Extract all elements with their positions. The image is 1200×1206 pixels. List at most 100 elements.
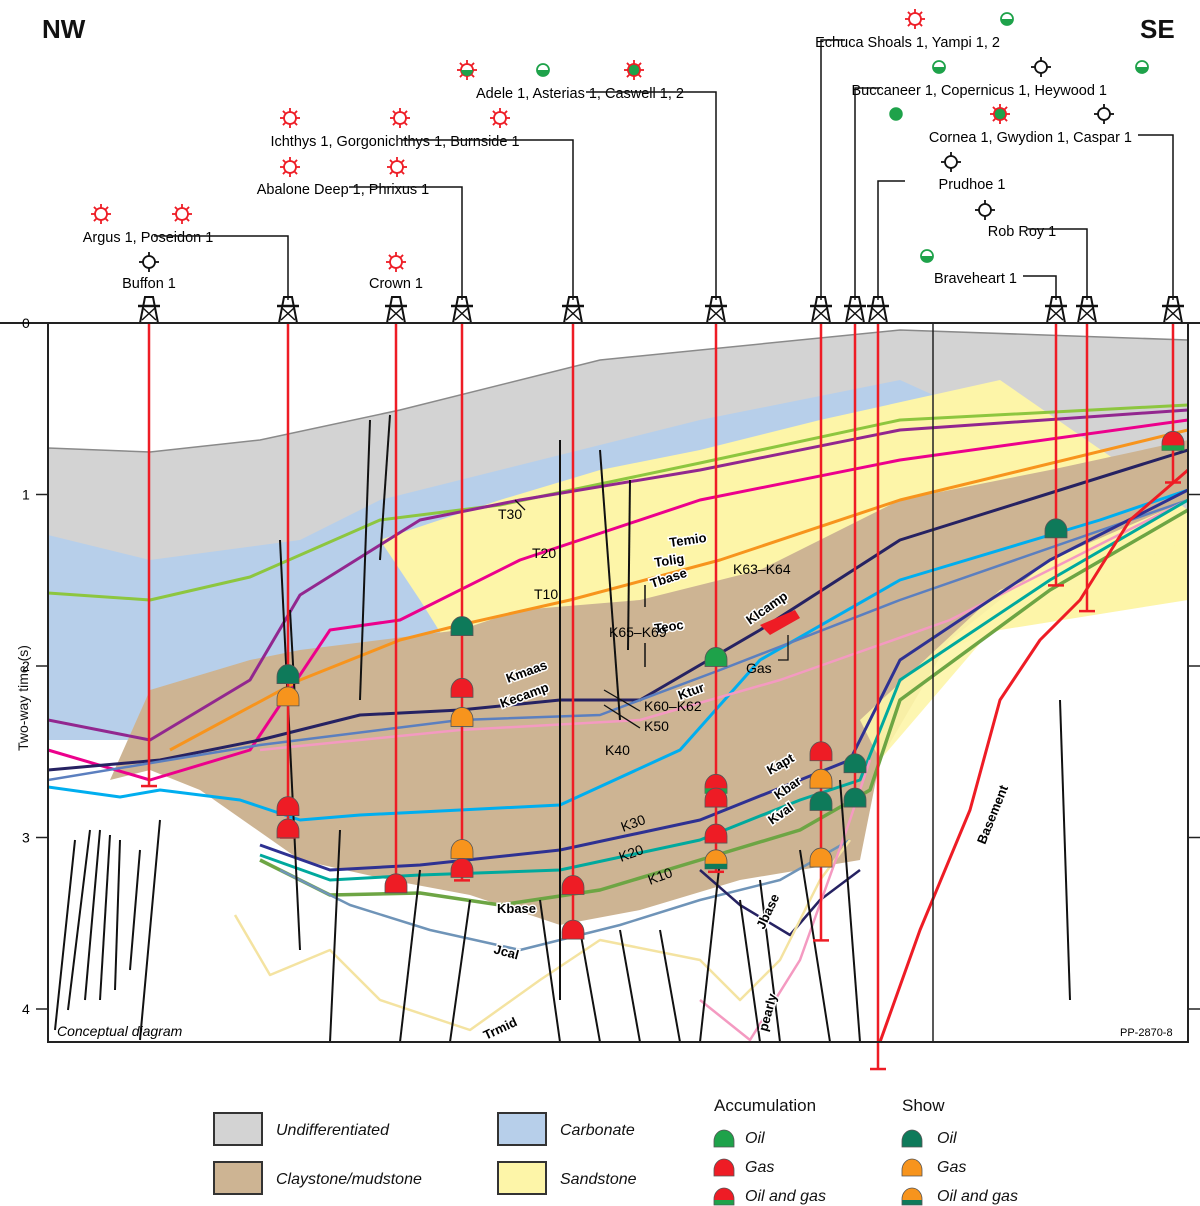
dry-hole-icon <box>142 255 156 269</box>
legend-swatch-sandstone <box>497 1161 547 1195</box>
show-oil-icon <box>901 1129 923 1148</box>
fault-line <box>659 929 681 1042</box>
fault-line <box>839 779 861 1042</box>
leader-line <box>154 235 289 300</box>
fault-line <box>99 834 111 1001</box>
derrick-icon <box>844 296 866 324</box>
marker-dome <box>450 707 474 727</box>
gas-pocket <box>760 610 800 635</box>
derrick-brace <box>389 307 404 321</box>
marker-dome <box>809 741 833 762</box>
derrick-icon <box>1162 296 1184 324</box>
derrick-brace <box>142 307 157 321</box>
derrick-icon <box>867 296 889 324</box>
leader-line <box>820 39 845 300</box>
horizon-tolig <box>48 408 1188 742</box>
gas-well-icon <box>908 12 922 26</box>
horizon-kval <box>259 498 1188 882</box>
gas-well-icon <box>175 207 189 221</box>
legend-label-carbonate: Carbonate <box>560 1122 635 1139</box>
show-oil-marker <box>843 787 867 808</box>
annotation-label: Gas <box>746 660 772 676</box>
well-status-icon-gas <box>280 108 300 128</box>
marker-dome <box>809 791 833 811</box>
derrick-icon <box>562 296 584 324</box>
accumulation-gas-marker <box>450 677 474 698</box>
marker-dome <box>450 616 474 636</box>
accumulation-gas-marker <box>276 796 300 817</box>
well-status-icon-oil-show <box>932 60 946 74</box>
legend-show-title: Show <box>902 1096 945 1115</box>
marker-dome <box>704 787 728 808</box>
horizon-label-temio: Temio <box>668 530 707 550</box>
fault-line <box>139 819 161 1041</box>
oil-show-fill <box>537 70 549 76</box>
show-oil-marker <box>1044 518 1068 539</box>
dry-hole-icon <box>1034 60 1048 74</box>
show-oil-marker <box>809 791 833 811</box>
derrick-brace <box>1049 307 1064 321</box>
well-status-icon-oil-show <box>920 249 934 263</box>
derrick-brace <box>281 307 296 321</box>
well-group-label: Rob Roy 1 <box>988 224 1057 240</box>
well-status-icon-dry <box>941 152 961 172</box>
show-oil-marker <box>276 664 300 684</box>
marker-dome <box>704 647 728 667</box>
gas-well-icon <box>390 160 404 174</box>
marker-dome <box>561 875 585 895</box>
horizon-label-basement: Basement <box>974 782 1011 846</box>
horizon-label-tolig: Tolig <box>653 551 685 570</box>
leader-line <box>1023 275 1057 300</box>
well-group-label: Cornea 1, Gwydion 1, Caspar 1 <box>929 130 1132 146</box>
derrick-icon <box>138 296 160 324</box>
well-status-icon-dry <box>975 200 995 220</box>
leader-line <box>854 87 880 300</box>
leader-line <box>586 91 717 300</box>
unit-label: K40 <box>605 742 630 758</box>
leader-line <box>877 180 905 300</box>
legend-label-undifferentiated: Undifferentiated <box>276 1122 389 1139</box>
well-group-label: Buffon 1 <box>122 276 176 292</box>
leader-line <box>1028 228 1088 300</box>
well-status-icon-oil-gas <box>990 104 1010 124</box>
derrick-brace <box>814 307 829 321</box>
direction-nw: NW <box>42 14 86 44</box>
fault-line <box>399 869 421 1042</box>
fault-line <box>84 829 101 1001</box>
derrick-icon <box>705 296 727 324</box>
accumulation-oil-icon <box>713 1129 735 1148</box>
legend-show-oil-label: Oil <box>937 1130 957 1147</box>
legend-accumulation-title: Accumulation <box>714 1096 817 1115</box>
legend: Undifferentiated Claystone/mudstone Carb… <box>0 1090 1200 1206</box>
derrick-brace <box>1080 307 1095 321</box>
horizon-ktur <box>48 488 1188 822</box>
horizon-label-kbase: Kbase <box>497 901 536 916</box>
marker-dome <box>450 857 474 878</box>
well-status-icon-gas <box>905 9 925 29</box>
direction-se: SE <box>1140 14 1175 44</box>
derrick-icon <box>1076 296 1098 324</box>
fault-line <box>619 929 641 1042</box>
accumulation-oil-and-gas-icon <box>713 1187 735 1206</box>
leader-line <box>401 139 574 300</box>
fault-line <box>799 849 831 1042</box>
unit-label: T30 <box>498 506 522 522</box>
y-tick-label: 3 <box>22 830 30 846</box>
well-status-icon-gas <box>386 252 406 272</box>
legend-show-gas-label: Gas <box>937 1159 967 1176</box>
fault-line <box>579 929 601 1042</box>
show-oil-and-gas-icon <box>901 1187 923 1206</box>
marker-dome <box>809 847 833 868</box>
leader-k50 <box>603 704 641 729</box>
horizon-label-jbase: Jbase <box>753 892 782 932</box>
legend-swatch-claystone <box>213 1161 263 1195</box>
show-gas-icon <box>901 1158 923 1177</box>
legend-label-claystone: Claystone/mudstone <box>276 1171 422 1188</box>
leader-line <box>349 186 463 300</box>
derrick-icon <box>1045 296 1067 324</box>
fault-line <box>379 414 391 561</box>
legend-show-oilgas-label: Oil and gas <box>937 1188 1018 1205</box>
well-group-label: Prudhoe 1 <box>939 177 1006 193</box>
show-gas-marker <box>809 768 833 789</box>
